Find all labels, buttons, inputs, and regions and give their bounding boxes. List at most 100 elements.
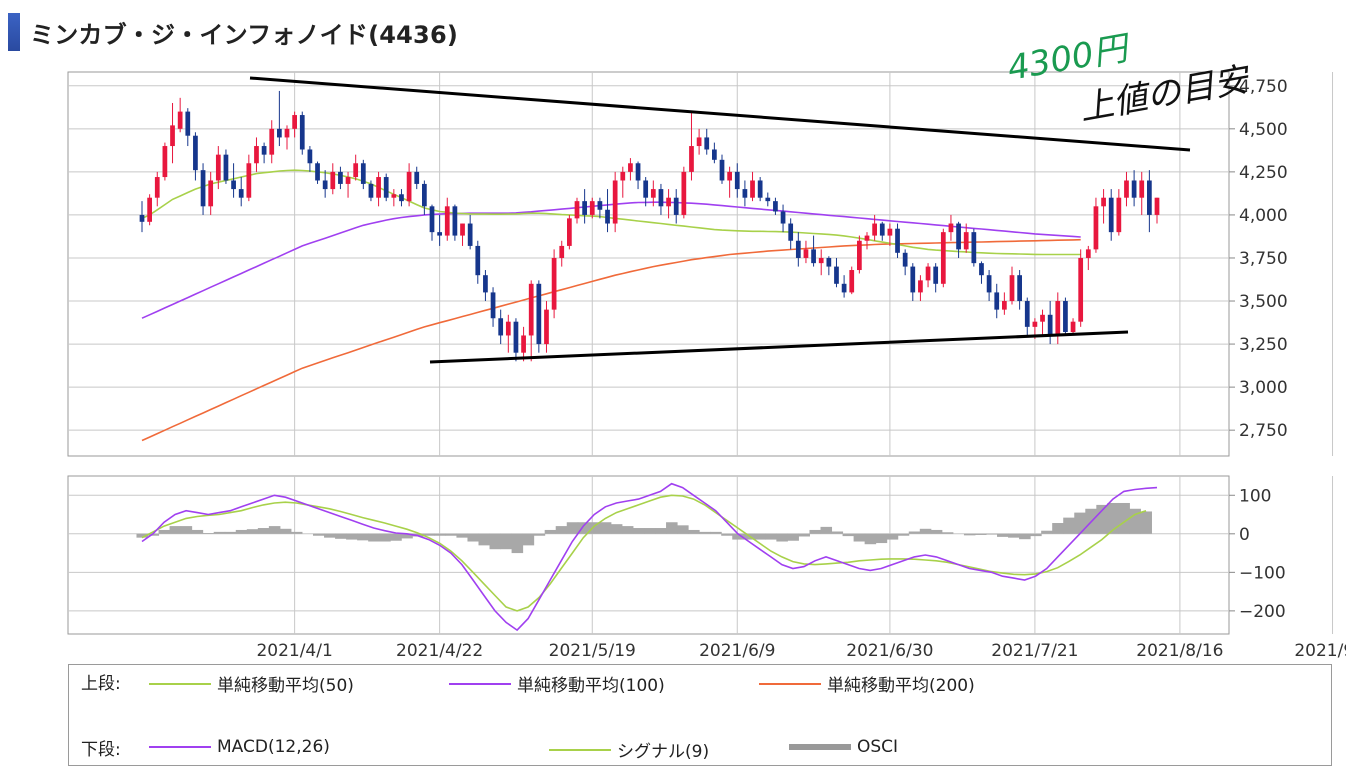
osci-bar <box>544 529 557 534</box>
osci-bar <box>666 522 678 534</box>
candle-up <box>864 235 870 241</box>
xtick-label: 2021/6/30 <box>846 641 933 661</box>
osci-bar <box>246 529 259 534</box>
candle-up <box>444 206 450 236</box>
candle-up <box>574 201 580 219</box>
lower-plot-frame <box>67 475 1230 635</box>
candle-down <box>360 163 366 184</box>
candle-up <box>559 245 565 258</box>
osci-bar <box>202 533 215 534</box>
candle-up <box>170 125 175 147</box>
candle-up <box>1154 197 1160 215</box>
xtick-label: 2021/6/9 <box>699 641 775 661</box>
candle-down <box>1063 301 1068 333</box>
candle-down <box>315 163 320 181</box>
candle-up <box>460 223 465 236</box>
candle-up <box>246 163 252 198</box>
legend-lower-item: MACD(12,26) <box>149 737 330 757</box>
osci-bar <box>522 533 535 546</box>
legend-item-label: OSCI <box>857 737 899 757</box>
candle-up <box>215 154 221 181</box>
osci-bar <box>346 533 358 540</box>
osci-bar <box>235 529 248 534</box>
candle-up <box>1139 180 1145 198</box>
osci-bar <box>335 533 347 539</box>
candle-down <box>223 154 229 181</box>
upper-ytick-label: 4,250 <box>1239 163 1288 183</box>
legend-upper-item: 単純移動平均(200) <box>759 671 975 696</box>
osci-bar <box>809 529 822 534</box>
candle-down <box>979 263 984 276</box>
candle-down <box>757 180 763 198</box>
candle-up <box>521 335 526 353</box>
candle-down <box>582 201 587 215</box>
upper-ytick-label: 3,750 <box>1239 249 1288 269</box>
legend: 上段: 下段: 単純移動平均(50) 単純移動平均(100) 単純移動平均(200)… <box>68 664 1332 766</box>
legend-lower-item: シグナル(9) <box>549 737 709 762</box>
candle-down <box>704 137 710 150</box>
osci-bar <box>533 533 546 536</box>
candle-down <box>971 232 977 264</box>
candle-up <box>628 163 633 172</box>
osci-bar <box>997 533 1009 537</box>
candle-down <box>605 209 610 224</box>
candle-down <box>834 266 839 284</box>
legend-swatch <box>759 682 821 685</box>
osci-bar <box>489 533 502 550</box>
candle-up <box>925 266 931 281</box>
osci-bar <box>621 526 634 534</box>
osci-bar <box>688 529 700 534</box>
osci-bar <box>191 529 204 534</box>
candle-up <box>1009 275 1015 302</box>
candle-down <box>277 128 282 138</box>
candle-up <box>505 321 511 336</box>
candle-up <box>849 270 855 293</box>
candle-down <box>322 180 328 190</box>
candle-down <box>1147 180 1152 215</box>
upper-ytick-label: 4,500 <box>1239 120 1288 140</box>
candle-down <box>429 206 435 233</box>
upper-ytick-label: 3,000 <box>1239 378 1288 398</box>
osci-bar <box>1129 508 1141 534</box>
candle-down <box>467 223 473 246</box>
osci-bar <box>765 533 777 540</box>
candle-up <box>162 146 168 178</box>
candle-down <box>368 183 374 198</box>
resistance-trendline <box>249 76 1191 152</box>
candle-up <box>689 146 694 172</box>
candle-down <box>719 159 725 181</box>
osci-bar <box>500 533 513 550</box>
candle-down <box>879 223 885 236</box>
legend-swatch <box>149 682 211 685</box>
osci-bar <box>169 526 182 534</box>
osci-bar <box>732 533 744 540</box>
candle-down <box>658 189 664 207</box>
candle-down <box>673 197 679 215</box>
candle-up <box>528 283 534 336</box>
candle-down <box>742 189 748 198</box>
osci-bar <box>721 533 733 536</box>
candle-up <box>284 128 290 138</box>
xtick-label: 2021/5/19 <box>549 641 636 661</box>
osci-bar <box>1052 523 1064 534</box>
title-bar: ミンカブ・ジ・インフォノイド(4436) <box>8 12 458 52</box>
osci-bar <box>158 529 171 534</box>
candle-up <box>1002 301 1007 310</box>
candle-up <box>872 223 877 236</box>
legend-item-label: 単純移動平均(100) <box>517 676 665 696</box>
candle-up <box>887 228 893 236</box>
candle-up <box>1116 197 1122 233</box>
candle-down <box>414 171 420 184</box>
xtick-label: 2021/4/1 <box>256 641 332 661</box>
osci-bar <box>875 533 888 544</box>
legend-item-label: MACD(12,26) <box>217 737 330 757</box>
candle-down <box>643 180 649 198</box>
candle-up <box>1070 321 1076 333</box>
candle-up <box>544 309 549 345</box>
osci-bar <box>467 533 479 542</box>
osci-bar <box>511 533 524 554</box>
legend-upper-item: 単純移動平均(50) <box>149 671 354 696</box>
candle-up <box>269 128 275 155</box>
osci-bar <box>776 533 788 542</box>
